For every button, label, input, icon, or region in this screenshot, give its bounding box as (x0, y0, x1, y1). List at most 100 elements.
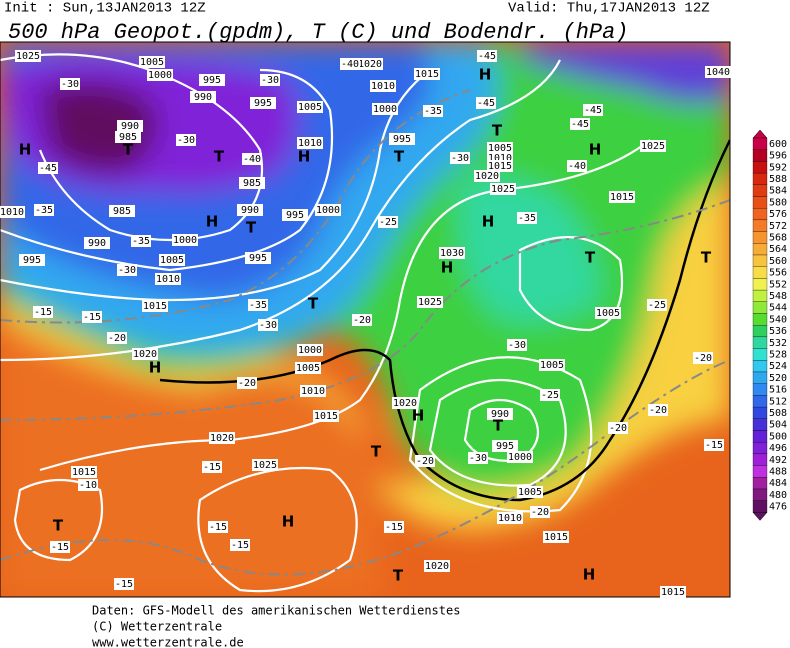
colorbar-swatch (752, 184, 768, 197)
colorbar-label: 596 (769, 151, 787, 162)
temperature-label-bg (423, 105, 443, 117)
colorbar-swatch (752, 313, 768, 326)
pressure-center: H (149, 359, 162, 377)
pressure-label: 1025 (641, 141, 665, 152)
colorbar-swatch (752, 430, 768, 443)
temperature-label: -35 (518, 213, 536, 224)
pressure-label-bg (115, 131, 141, 143)
pressure-label-bg (414, 68, 440, 80)
temperature-label: -25 (379, 217, 397, 228)
colorbar-swatch (752, 231, 768, 244)
pressure-label: 995 (23, 255, 41, 266)
pressure-label: 990 (241, 205, 259, 216)
colorbar-swatch (752, 172, 768, 185)
pressure-label-bg (357, 58, 383, 70)
temperature-label-bg (50, 541, 70, 553)
colorbar-label: 592 (769, 162, 787, 173)
pressure-center: H (19, 141, 32, 159)
colorbar-label: 500 (769, 431, 787, 442)
pressure-label: 995 (286, 210, 304, 221)
temperature-label-bg (540, 389, 560, 401)
pressure-label: 985 (113, 206, 131, 217)
temperature-label: -10 (79, 480, 97, 491)
colorbar-swatch (752, 243, 768, 256)
temperature-label-bg (476, 97, 496, 109)
pressure-center: T (123, 141, 134, 159)
pressure-label-bg (487, 408, 513, 420)
pressure-label-bg (109, 205, 135, 217)
colorbar-swatch (752, 301, 768, 314)
colorbar-swatch (752, 383, 768, 396)
colorbar-label: 584 (769, 186, 787, 197)
colorbar-swatch (752, 406, 768, 419)
pressure-label-bg (543, 531, 569, 543)
colorbar-label: 548 (769, 291, 787, 302)
colorbar-swatch (752, 196, 768, 209)
temperature-label: -35 (35, 205, 53, 216)
pressure-label: 1005 (298, 102, 322, 113)
pressure-label-bg (705, 66, 731, 78)
pressure-label: 1015 (143, 301, 167, 312)
pressure-label: 1000 (148, 70, 172, 81)
pressure-label: 1000 (173, 235, 197, 246)
temperature-label-bg (517, 212, 537, 224)
colorbar-swatch (752, 465, 768, 478)
temperature-label: -40 (243, 154, 261, 165)
pressure-label-bg (492, 440, 518, 452)
colorbar-label: 492 (769, 455, 787, 466)
pressure-label-bg (439, 247, 465, 259)
colorbar-swatch (752, 254, 768, 267)
temperature-label: -40 (568, 161, 586, 172)
colorbar-label: 544 (769, 303, 787, 314)
pressure-label-bg (539, 359, 565, 371)
temperature-label: -45 (39, 163, 57, 174)
pressure-label-bg (84, 237, 110, 249)
colorbar-label: 512 (769, 396, 787, 407)
pressure-label: 1025 (491, 184, 515, 195)
pressure-label-bg (507, 451, 533, 463)
temperature-label-bg (693, 352, 713, 364)
temperature-label-bg (202, 461, 222, 473)
temperature-label-bg (704, 439, 724, 451)
map-title: 500 hPa Geopot.(gpdm), T (C) und Bodendr… (8, 20, 629, 45)
pressure-label: 990 (194, 92, 212, 103)
pressure-label-bg (15, 50, 41, 62)
pressure-label: 1020 (425, 561, 449, 572)
pressure-label: 1000 (298, 345, 322, 356)
pressure-label-bg (370, 80, 396, 92)
temperature-label: -45 (584, 105, 602, 116)
temperature-label: -45 (571, 119, 589, 130)
pressure-center: H (282, 513, 295, 531)
temperature-label: -30 (61, 79, 79, 90)
footer-line: Daten: GFS-Modell des amerikanischen Wet… (92, 604, 460, 618)
pressure-label-bg (132, 348, 158, 360)
pressure-label: 1010 (298, 138, 322, 149)
pressure-label: 1005 (140, 57, 164, 68)
pressure-label: 1010 (498, 513, 522, 524)
temperature-label-bg (237, 377, 257, 389)
pressure-label-bg (297, 101, 323, 113)
pressure-label: 1005 (488, 143, 512, 154)
colorbar-label: 488 (769, 466, 787, 477)
pressure-label-bg (239, 177, 265, 189)
pressure-label-bg (372, 103, 398, 115)
pressure-label-bg (389, 133, 415, 145)
temperature-label-bg (608, 422, 628, 434)
init-time: Init : Sun,13JAN2013 12Z (4, 1, 206, 17)
temperature-label: -30 (451, 153, 469, 164)
pressure-center: H (206, 213, 219, 231)
temperature-label-bg (415, 455, 435, 467)
colorbar-swatch (752, 325, 768, 338)
pressure-label-bg (237, 204, 263, 216)
pressure-label: 1040 (706, 67, 730, 78)
pressure-center: T (394, 148, 405, 166)
pressure-label-bg (282, 209, 308, 221)
colorbar-swatch (752, 360, 768, 373)
temperature-label-bg (38, 162, 58, 174)
temperature-label-bg (34, 204, 54, 216)
pressure-label-bg (297, 137, 323, 149)
colorbar: 6005965925885845805765725685645605565525… (752, 129, 787, 521)
pressure-label-bg (139, 56, 165, 68)
pressure-label: 985 (119, 132, 137, 143)
